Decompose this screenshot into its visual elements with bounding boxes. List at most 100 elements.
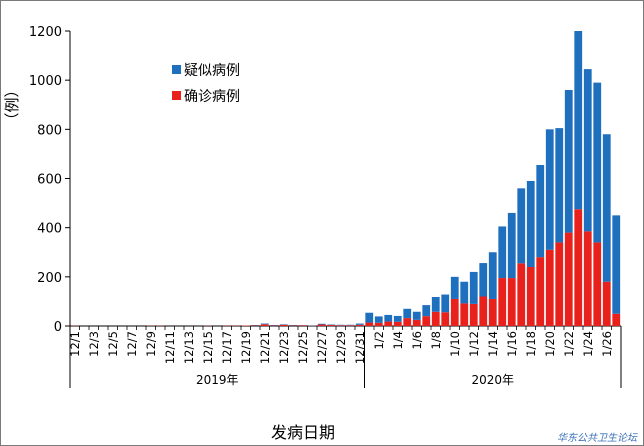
bar-suspected xyxy=(612,215,621,314)
x-tick-label: 1/20 xyxy=(543,331,557,357)
y-tick-label: 0 xyxy=(54,320,62,335)
bar-confirmed xyxy=(441,312,450,326)
bar-confirmed xyxy=(260,324,269,326)
bar-confirmed xyxy=(374,322,383,326)
bar-confirmed xyxy=(564,232,573,326)
bar-suspected xyxy=(450,276,459,299)
bar-suspected xyxy=(412,311,421,320)
bar-confirmed xyxy=(488,298,497,326)
bar-confirmed xyxy=(536,257,545,326)
x-tick-label: 12/15 xyxy=(201,331,215,364)
bar-confirmed xyxy=(327,325,336,326)
x-tick-label: 12/25 xyxy=(296,331,310,364)
bar-confirmed xyxy=(507,278,516,326)
axes: 0 200 400 600 800 1000 1200 12/1 12/3 12/5 12/7 12/… xyxy=(29,25,622,388)
x-tick-label: 12/5 xyxy=(106,331,120,357)
bar-confirmed xyxy=(612,313,621,326)
bar-suspected xyxy=(403,308,412,319)
bar-suspected xyxy=(441,294,450,313)
x-tick-label: 12/27 xyxy=(315,331,329,364)
bar-suspected xyxy=(593,82,602,243)
bar-suspected xyxy=(564,90,573,233)
bar-confirmed xyxy=(403,318,412,326)
x-tick-label: 1/24 xyxy=(581,331,595,357)
x-axis-label: 发病日期 xyxy=(271,423,335,442)
x-tick-label: 12/29 xyxy=(334,331,348,364)
x-tick-label: 1/12 xyxy=(467,331,481,357)
bar-suspected xyxy=(431,296,440,312)
bar-confirmed xyxy=(336,325,345,326)
bar-confirmed xyxy=(384,321,393,326)
x-tick-label: 1/6 xyxy=(410,331,424,350)
y-tick-label: 800 xyxy=(37,123,62,138)
bar-confirmed xyxy=(298,325,307,326)
y-tick-label: 400 xyxy=(37,222,62,237)
bar-confirmed xyxy=(583,231,592,326)
year-group-label: 2020年 xyxy=(471,373,514,387)
y-tick-label: 600 xyxy=(37,173,62,188)
legend-swatch-confirmed xyxy=(172,91,181,100)
bar-confirmed xyxy=(479,296,488,326)
bar-suspected xyxy=(555,128,564,243)
bar-confirmed xyxy=(555,242,564,326)
x-tick-label: 1/26 xyxy=(600,331,614,357)
bar-suspected xyxy=(545,129,554,250)
legend-swatch-suspected xyxy=(172,65,181,74)
bar-suspected xyxy=(374,316,383,323)
bar-confirmed xyxy=(279,324,288,326)
x-tick-label: 1/10 xyxy=(448,331,462,357)
bars xyxy=(70,31,621,326)
x-tick-label: 12/19 xyxy=(239,331,253,364)
x-tick-label: 12/11 xyxy=(163,331,177,364)
bar-confirmed xyxy=(317,324,326,326)
x-tick-label: 1/14 xyxy=(486,331,500,357)
bar-suspected xyxy=(469,271,478,304)
bar-confirmed xyxy=(412,319,421,326)
x-tick-label: 1/22 xyxy=(562,331,576,357)
y-tick-label: 1200 xyxy=(29,25,62,40)
x-tick-label: 12/17 xyxy=(220,331,234,364)
x-tick-label: 12/3 xyxy=(87,331,101,357)
bar-suspected xyxy=(536,164,545,258)
bar-confirmed xyxy=(526,267,535,326)
bar-suspected xyxy=(355,323,364,325)
bar-confirmed xyxy=(602,281,611,326)
bar-suspected xyxy=(384,314,393,322)
bar-suspected xyxy=(488,252,497,299)
x-tick-label: 12/13 xyxy=(182,331,196,364)
bar-suspected xyxy=(365,312,374,323)
bar-confirmed xyxy=(450,298,459,326)
bar-suspected xyxy=(393,315,402,322)
bar-confirmed xyxy=(422,316,431,326)
x-tick-label: 12/23 xyxy=(277,331,291,364)
year-group-label: 2019年 xyxy=(196,373,239,387)
x-tick-label: 1/4 xyxy=(391,331,405,350)
legend-label-suspected: 疑似病例 xyxy=(184,63,240,79)
y-tick-label: 200 xyxy=(37,271,62,286)
bar-suspected xyxy=(507,212,516,279)
x-tick-label: 12/7 xyxy=(125,331,139,357)
bar-confirmed xyxy=(365,322,374,326)
bar-confirmed xyxy=(517,263,526,326)
bar-confirmed xyxy=(545,249,554,326)
x-tick-label: 1/16 xyxy=(505,331,519,357)
x-tick-label: 1/8 xyxy=(429,331,443,350)
bar-suspected xyxy=(498,226,507,279)
bar-confirmed xyxy=(355,324,364,326)
x-tick-label: 12/1 xyxy=(68,331,82,357)
bar-suspected xyxy=(260,323,269,325)
bar-suspected xyxy=(517,188,526,264)
bar-confirmed xyxy=(393,321,402,326)
bar-suspected xyxy=(479,263,488,297)
y-axis-label: （例） xyxy=(3,82,21,127)
x-tick-label: 1/2 xyxy=(372,331,386,350)
x-tick-label: 12/31 xyxy=(353,331,367,364)
bar-suspected xyxy=(422,305,431,317)
bar-confirmed xyxy=(498,278,507,326)
bar-suspected xyxy=(574,31,583,210)
x-tick-label: 12/21 xyxy=(258,331,272,364)
bar-suspected xyxy=(526,180,535,267)
x-tick-label: 12/9 xyxy=(144,331,158,357)
